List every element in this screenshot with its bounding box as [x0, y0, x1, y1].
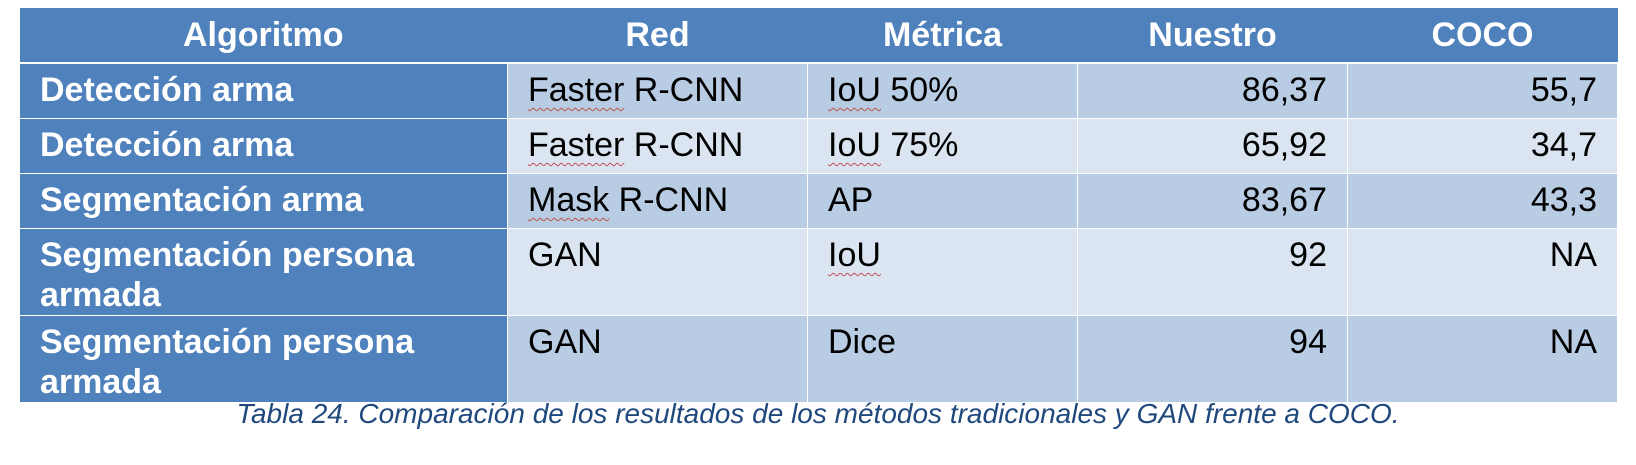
- table-header-row: Algoritmo Red Métrica Nuestro COCO: [19, 8, 1618, 64]
- cell-algoritmo: Segmentación persona armada: [19, 315, 508, 403]
- cell-algoritmo: Detección arma: [19, 118, 508, 174]
- cell-coco: 43,3: [1347, 173, 1618, 229]
- cell-metrica: IoU 50%: [807, 62, 1078, 119]
- spellcheck-word: IoU: [828, 126, 881, 164]
- spellcheck-word: IoU: [828, 71, 881, 109]
- cell-red: GAN: [507, 228, 808, 316]
- cell-text: 75%: [880, 126, 959, 164]
- header-algoritmo: Algoritmo: [19, 8, 508, 64]
- cell-coco: NA: [1347, 315, 1618, 403]
- cell-metrica: IoU: [807, 228, 1078, 316]
- table-row: Detección arma Faster R-CNN IoU 50% 86,3…: [19, 62, 1618, 119]
- spellcheck-word: Mask: [528, 181, 610, 219]
- table-row: Segmentación arma Mask R-CNN AP 83,67 43…: [19, 173, 1618, 229]
- cell-red: Faster R-CNN: [507, 62, 808, 119]
- cell-red: Mask R-CNN: [507, 173, 808, 229]
- cell-metrica: AP: [807, 173, 1078, 229]
- spellcheck-word: Faster: [528, 126, 625, 164]
- header-coco: COCO: [1347, 8, 1618, 64]
- cell-text: R-CNN: [624, 71, 744, 109]
- cell-algoritmo: Segmentación arma: [19, 173, 508, 229]
- cell-red: GAN: [507, 315, 808, 403]
- table-row: Segmentación persona armada GAN IoU 92 N…: [19, 228, 1618, 316]
- results-table: Algoritmo Red Métrica Nuestro COCO Detec…: [19, 8, 1618, 403]
- cell-nuestro: 92: [1077, 228, 1348, 316]
- cell-text: R-CNN: [609, 181, 729, 219]
- header-metrica: Métrica: [807, 8, 1078, 64]
- spellcheck-word: Faster: [528, 71, 625, 109]
- header-red: Red: [507, 8, 808, 64]
- cell-nuestro: 65,92: [1077, 118, 1348, 174]
- table-row: Segmentación persona armada GAN Dice 94 …: [19, 315, 1618, 403]
- cell-algoritmo: Segmentación persona armada: [19, 228, 508, 316]
- table-caption: Tabla 24. Comparación de los resultados …: [236, 398, 1400, 429]
- header-nuestro: Nuestro: [1077, 8, 1348, 64]
- cell-metrica: Dice: [807, 315, 1078, 403]
- cell-nuestro: 94: [1077, 315, 1348, 403]
- cell-nuestro: 86,37: [1077, 62, 1348, 119]
- cell-nuestro: 83,67: [1077, 173, 1348, 229]
- cell-text: R-CNN: [624, 126, 744, 164]
- cell-coco: NA: [1347, 228, 1618, 316]
- cell-coco: 34,7: [1347, 118, 1618, 174]
- cell-metrica: IoU 75%: [807, 118, 1078, 174]
- table-row: Detección arma Faster R-CNN IoU 75% 65,9…: [19, 118, 1618, 174]
- cell-text: 50%: [880, 71, 959, 109]
- cell-coco: 55,7: [1347, 62, 1618, 119]
- cell-red: Faster R-CNN: [507, 118, 808, 174]
- cell-algoritmo: Detección arma: [19, 62, 508, 119]
- spellcheck-word: IoU: [828, 236, 881, 274]
